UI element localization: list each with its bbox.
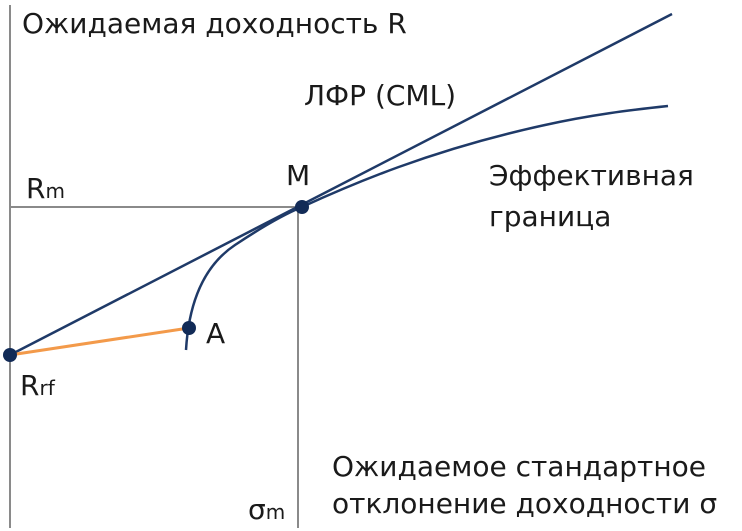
frontier-label-line1: Эффективная xyxy=(489,159,694,192)
rm-label: Rm xyxy=(26,175,65,203)
rf-to-a-line xyxy=(9,326,190,357)
sigma-m-label: σm xyxy=(248,496,285,524)
cml-label: ЛФР (CML) xyxy=(304,79,457,112)
rm-sub: m xyxy=(45,179,65,203)
rm-main: R xyxy=(26,172,46,205)
rf-sub: rf xyxy=(39,376,55,400)
point-m xyxy=(295,200,309,214)
point-a-label: A xyxy=(206,317,226,350)
frontier-label-line2: граница xyxy=(489,200,612,233)
x-axis-label-line1: Ожидаемое стандартное xyxy=(332,450,707,483)
point-m-label: M xyxy=(286,159,311,192)
point-a xyxy=(182,321,196,335)
sigma-m-main: σ xyxy=(248,493,266,526)
y-axis-label: Ожидаемая доходность R xyxy=(22,7,407,40)
rf-main: R xyxy=(20,369,40,402)
rf-label: Rrf xyxy=(20,372,55,400)
sigma-m-sub: m xyxy=(265,500,286,524)
point-rf xyxy=(3,348,17,362)
x-axis-label-line2: отклонение доходности σ xyxy=(332,487,718,520)
cml-line xyxy=(9,12,673,357)
efficient-frontier-curve xyxy=(184,104,669,351)
